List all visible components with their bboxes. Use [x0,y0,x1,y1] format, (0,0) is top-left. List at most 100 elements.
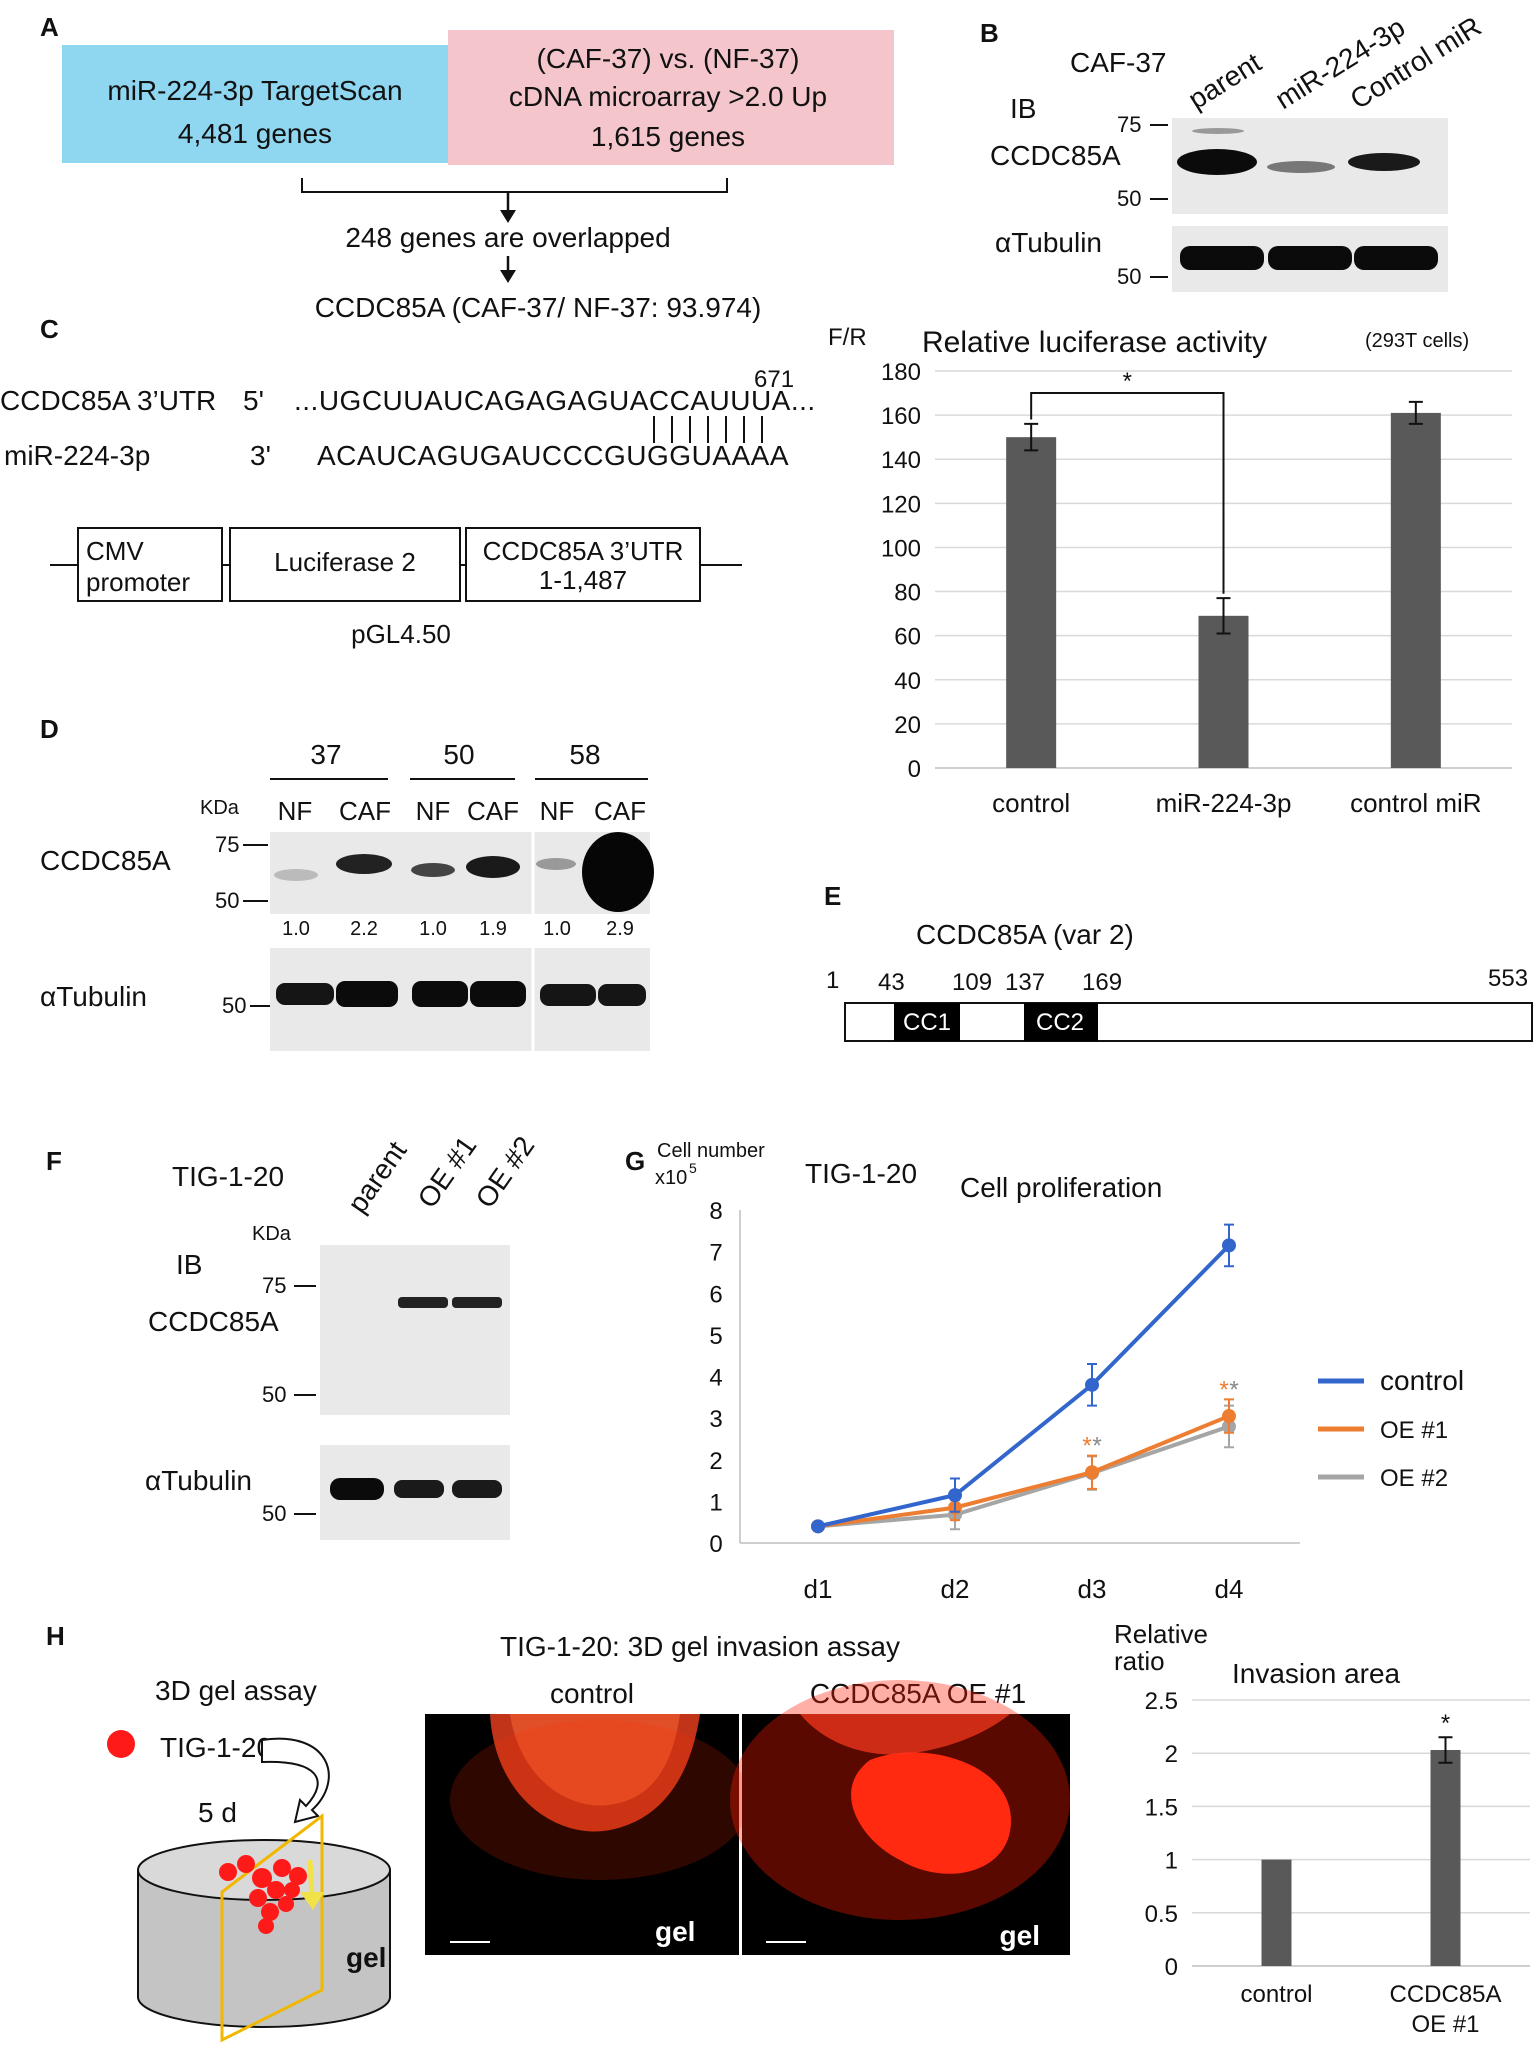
arrow-2-head [500,270,516,283]
error-bar [1438,1736,1453,1764]
f-lane-oe2: OE #2 [470,1131,541,1214]
b-ib: IB [1010,93,1036,124]
c-mir-label: miR-224-3p [4,440,150,471]
d-ratio-3: 1.0 [419,918,447,940]
f-lane-oe1: OE #1 [412,1131,483,1214]
proliferation-chart: G Cell number x10 5 TIG-1-20 Cell prolif… [625,1140,1464,1604]
panel-b-label: B [980,18,999,48]
c-utr-end: 5' [243,385,264,416]
f-blot-ccdc85a [320,1245,510,1415]
panel-b: B CAF-37 parent miR-224-3p Control miR I… [980,10,1487,292]
y-tick-label: 80 [894,580,921,607]
b-tub-band-2 [1268,246,1352,270]
h-img1-gel: gel [655,1916,695,1947]
invasion-chart: Relative ratio Invasion area 0 0.5 1 1.5 2 2.… [1114,1619,1530,2038]
f-tub-band-1 [330,1478,384,1500]
y-tick-label: 5 [709,1323,722,1350]
legend-label: OE #2 [1380,1465,1448,1492]
x-tick-label: control [1240,1981,1312,2008]
e-domain-cc1-label: CC1 [903,1009,951,1036]
b-lane-parent: parent [1183,47,1267,115]
series-line-oe2 [817,1424,1230,1529]
overlap-text: 248 genes are overlapped [345,222,670,253]
y-tick-label: 2.5 [1145,1688,1178,1715]
d-band-caf-58 [582,832,654,912]
inv-ylabel-1: Relative [1114,1619,1208,1649]
e-title: CCDC85A (var 2) [916,919,1134,950]
g-ylabel-2: x10 [655,1167,687,1189]
luc-ylabel: F/R [828,324,867,351]
y-tick-label: 0.5 [1145,1901,1178,1928]
h-img2-label: CCDC85A OE #1 [810,1678,1026,1709]
h-curved-arrow [261,1737,330,1824]
y-tick-label: 40 [894,668,921,695]
significance-star-oe2: * [1092,1433,1101,1460]
y-tick-label: 180 [881,359,921,386]
microarray-box [448,30,894,165]
b-mw-50: 50 [1117,186,1141,211]
y-tick-label: 6 [709,1281,722,1308]
x-tick-label: d2 [941,1574,970,1604]
d-mw-50b: 50 [222,993,246,1018]
b-mw-75: 75 [1117,112,1141,137]
panel-c-label: C [40,314,59,344]
d-lane-caf-50: CAF [467,796,519,826]
h-cell-legend: TIG-1-20 [160,1732,272,1763]
d-group-58: 58 [569,739,600,770]
panel-f: F TIG-1-20 parent OE #1 OE #2 KDa IB 75 … [46,1131,540,1540]
error-bar [1216,597,1231,635]
b-band-faint [1192,128,1244,134]
bar-mir-224-3p [1198,615,1249,768]
b-tub-band-1 [1180,246,1264,270]
d-lane-caf-58: CAF [594,796,646,826]
f-mw-50b: 50 [262,1501,286,1526]
g-ylabel-1: Cell number [657,1140,765,1162]
d-group-37: 37 [310,739,341,770]
inv-title: Invasion area [1232,1658,1401,1689]
panel-g-label: G [625,1146,645,1176]
f-tub-band-3 [452,1480,502,1498]
panel-a-label: A [40,12,59,42]
c-cmv-box [77,527,223,602]
h-gel-label: gel [346,1942,386,1973]
d-loading: αTubulin [40,981,147,1012]
targetscan-line2: 4,481 genes [178,118,332,149]
d-lane-nf-50: NF [416,796,451,826]
panel-d-label: D [40,714,59,744]
f-cell-line: TIG-1-20 [172,1161,284,1192]
c-luciferase-box [229,527,461,602]
g-cell-line: TIG-1-20 [805,1158,917,1189]
significance-bracket [1030,392,1225,594]
e-domain-cc1 [894,1003,960,1041]
c-utr-box-line1: CCDC85A 3’UTR [483,536,684,566]
y-tick-label: 3 [709,1406,722,1433]
data-point [811,1519,825,1534]
x-tick-label: miR-224-3p [1156,788,1292,818]
panel-h: H 3D gel assay TIG-1-20 5 d gel TIG-1-20… [46,1621,1070,2043]
bar-control [1261,1859,1292,1966]
e-pos-109: 109 [952,969,992,996]
d-lane-nf-37: NF [278,796,313,826]
y-tick-label: 120 [881,491,921,518]
series-line-control [817,1243,1231,1529]
c-luciferase-label: Luciferase 2 [274,547,416,577]
d-mw-75: 75 [215,832,239,857]
significance-star-oe1: * [1219,1376,1228,1403]
y-tick-label: 0 [709,1531,722,1558]
b-band-mir224 [1267,161,1335,173]
data-point [1222,1409,1236,1424]
bar-control-mir [1390,412,1441,768]
d-protein: CCDC85A [40,845,171,876]
b-cell-line: CAF-37 [1070,47,1166,78]
panel-e: E CCDC85A (var 2) 1 43 109 137 169 553 C… [824,881,1533,1042]
bar-control [1006,437,1057,768]
y-tick-label: 1 [1165,1848,1178,1875]
c-utr-label: CCDC85A 3’UTR [0,385,216,416]
d-mw-50: 50 [215,888,239,913]
y-tick-label: 140 [881,447,921,474]
g-ylabel-exp: 5 [689,1160,697,1176]
c-mir-seq: ACAUCAGUGAUCCCGUGGUAAAA [317,440,789,471]
f-ib: IB [176,1249,202,1280]
bar-ccdc85a-oe-#1 [1430,1750,1461,1966]
significance-star-oe2: * [1229,1376,1238,1403]
